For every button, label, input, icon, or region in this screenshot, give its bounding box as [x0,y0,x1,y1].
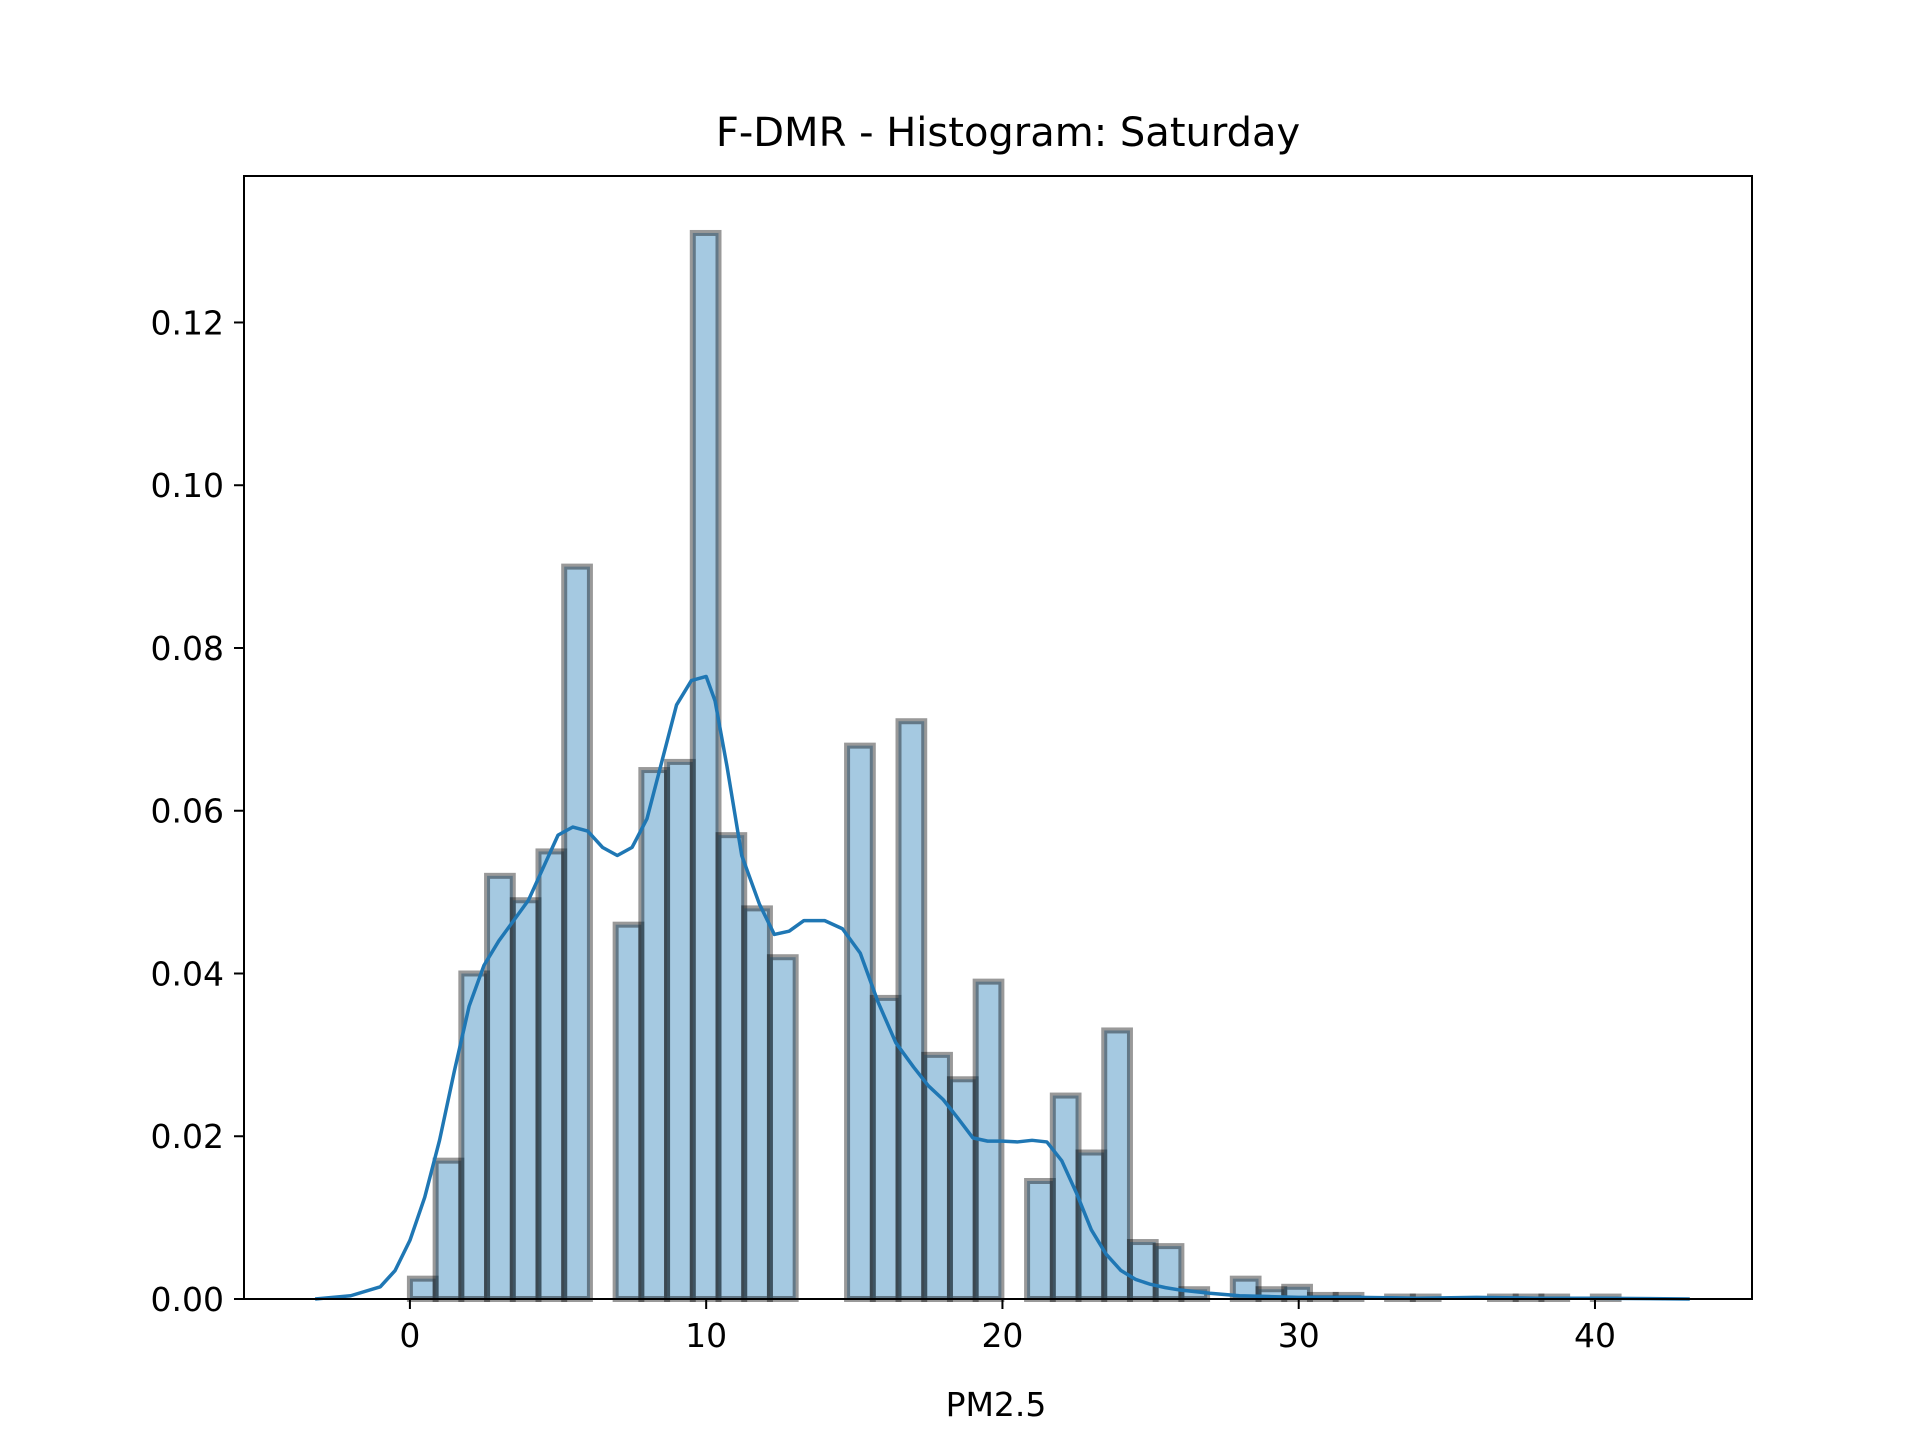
histogram-bar [509,897,542,1302]
histogram-bar [432,1157,465,1302]
x-tick-label: 20 [981,1316,1023,1355]
histogram-bar [895,718,928,1302]
y-tick-label: 0.04 [151,954,224,993]
x-axis: 0 10 20 30 40 [399,1299,1616,1355]
histogram-bar [1049,1092,1082,1303]
x-axis-label: PM2.5 [946,1385,1047,1424]
histogram-bar [664,758,696,1302]
histogram-bar [921,1051,953,1302]
histogram-bar [766,954,799,1303]
histogram-bar [406,1275,439,1302]
histogram-bar [1126,1239,1159,1303]
histogram-bar [844,742,876,1302]
x-tick-label: 40 [1574,1316,1616,1355]
plot-frame [243,175,1753,1300]
y-tick-label: 0.00 [151,1280,224,1319]
y-tick-label: 0.10 [151,466,224,505]
histogram-bar [715,832,748,1302]
histogram-bar [689,229,722,1303]
histogram-bar [741,905,773,1302]
histogram-bar [535,848,568,1302]
y-tick-label: 0.06 [151,792,224,831]
x-tick-label: 10 [685,1316,727,1355]
y-tick-label: 0.08 [151,629,224,668]
histogram-bar [1024,1178,1056,1303]
histogram-bars [406,229,1622,1303]
y-tick-label: 0.02 [151,1117,224,1156]
y-tick-label: 0.12 [151,303,224,342]
x-tick-label: 30 [1278,1316,1320,1355]
histogram-bar [612,921,645,1303]
x-tick-label: 0 [399,1316,420,1355]
histogram-bar [638,767,671,1302]
chart-title: F-DMR - Histogram: Saturday [716,110,1300,156]
histogram-bar [561,563,593,1302]
y-axis: 0.00 0.02 0.04 0.06 0.08 0.10 0.12 [151,303,244,1319]
kde-line [314,674,1690,1301]
